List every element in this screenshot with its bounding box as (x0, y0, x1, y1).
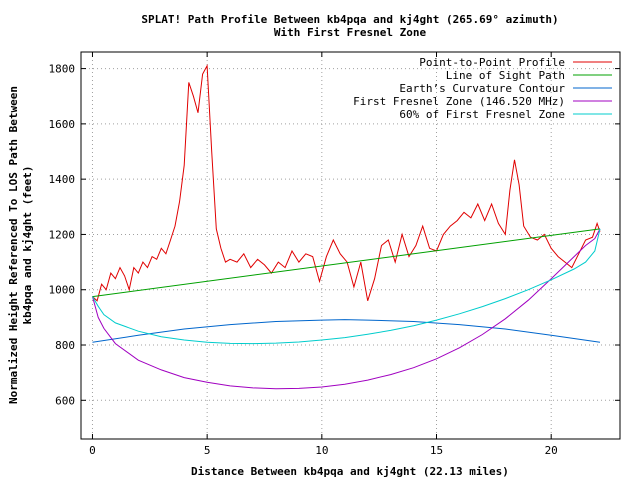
legend-label: Earth’s Curvature Contour (399, 82, 565, 95)
legend-label: Line of Sight Path (446, 69, 565, 82)
x-tick-label: 10 (315, 444, 328, 457)
y-axis-label-line2: kb4pqa and kj4ght (feet) (21, 166, 34, 325)
x-tick-label: 5 (204, 444, 211, 457)
plot-frame (80, 51, 621, 440)
series-line-first-fresnel-zone-146-520-mhz (92, 228, 601, 390)
chart-title: SPLAT! Path Profile Between kb4pqa and k… (141, 13, 558, 26)
series-lines (92, 64, 601, 390)
y-tick-label: 600 (55, 394, 75, 407)
y-tick-label: 1800 (49, 63, 76, 76)
axis-ticks: 0 5 10 15 20 600 800 1000 1200 1400 1600 1800 (49, 52, 620, 457)
x-axis-label: Distance Between kb4pqa and kj4ght (22.1… (191, 465, 509, 478)
x-tick-label: 0 (89, 444, 96, 457)
x-tick-label: 15 (430, 444, 443, 457)
y-tick-label: 1400 (49, 173, 76, 186)
grid (81, 52, 620, 439)
x-tick-label: 20 (545, 444, 558, 457)
series-line-point-to-point-profile (92, 64, 601, 302)
y-tick-label: 800 (55, 339, 75, 352)
legend-label: 60% of First Fresnel Zone (399, 108, 565, 121)
y-axis-label-line1: Normalized Height Referenced To LOS Path… (7, 86, 20, 404)
chart-subtitle: With First Fresnel Zone (274, 26, 427, 39)
y-tick-label: 1000 (49, 284, 76, 297)
series-line-earth-s-curvature-contour (92, 319, 601, 343)
y-tick-label: 1600 (49, 118, 76, 131)
legend-label: Point-to-Point Profile (419, 56, 565, 69)
series-line-60-of-first-fresnel-zone (92, 228, 601, 345)
y-tick-label: 1200 (49, 228, 76, 241)
legend-label: First Fresnel Zone (146.520 MHz) (353, 95, 565, 108)
series-line-line-of-sight-path (92, 228, 601, 298)
